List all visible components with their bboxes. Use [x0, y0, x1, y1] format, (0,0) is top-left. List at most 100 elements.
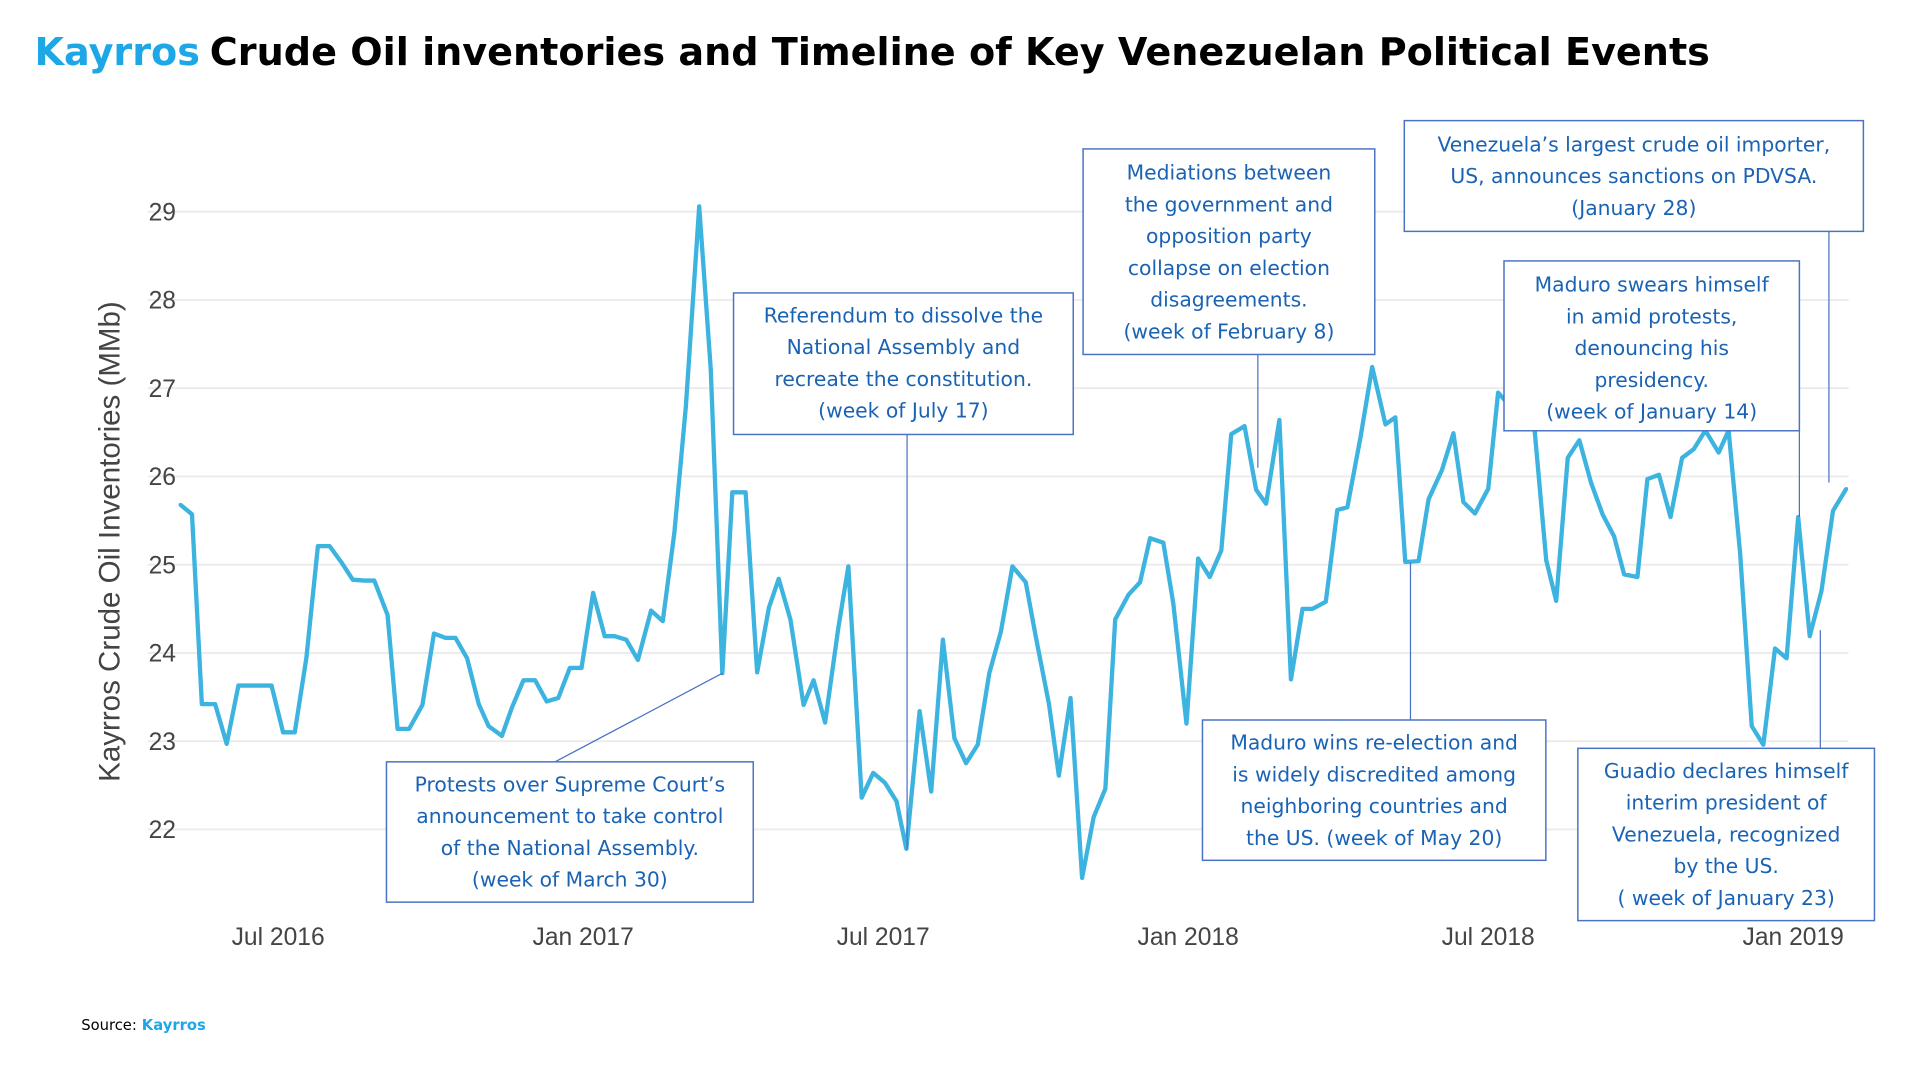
data-point: [1310, 606, 1315, 611]
data-point: [1047, 702, 1051, 706]
data-point: [1807, 634, 1812, 639]
y-tick-label: 23: [149, 729, 176, 756]
data-point: [1277, 418, 1282, 422]
data-point: [941, 637, 945, 642]
y-axis-label: Kayrros Crude Oil Inventories (MMb): [93, 301, 126, 782]
data-point: [327, 544, 332, 548]
data-point: [801, 703, 806, 707]
y-tick-label: 22: [149, 817, 176, 844]
data-point: [269, 683, 274, 688]
data-point: [684, 403, 688, 408]
data-point: [316, 544, 320, 548]
data-point: [964, 761, 968, 766]
data-point: [672, 531, 677, 535]
data-point: [350, 577, 355, 582]
annotation-line: Maduro wins re-election and: [1230, 731, 1518, 755]
data-point: [649, 608, 653, 613]
data-point: [1300, 606, 1305, 611]
data-point: [776, 576, 781, 581]
data-point: [178, 502, 183, 507]
data-point: [823, 720, 828, 725]
title-brand: Kayrros: [34, 30, 200, 74]
data-point: [1486, 486, 1491, 491]
data-point: [486, 724, 491, 729]
data-point: [248, 683, 252, 688]
annotation-text: Referendum to dissolve the National Assem…: [764, 303, 1043, 422]
data-point: [929, 789, 934, 794]
data-point: [1383, 422, 1388, 427]
data-point: [602, 634, 607, 639]
data-point: [743, 490, 748, 495]
annotation-line: the US. (week of May 20): [1246, 826, 1502, 850]
annotation-line: Maduro swears himself: [1535, 273, 1770, 297]
data-point: [1345, 505, 1350, 510]
annotation-line: Guadio declares himself: [1604, 759, 1849, 783]
data-point: [1844, 486, 1849, 491]
annotation-connector: [554, 672, 723, 763]
annotation-line: Protests over Supreme Court’s: [415, 772, 725, 796]
annotation-callout: Referendum to dissolve the National Assem…: [732, 292, 1074, 850]
annotation-callout: Maduro wins re-election and is widely dis…: [1201, 562, 1547, 862]
data-point: [766, 606, 771, 610]
annotation-line: collapse on election: [1128, 256, 1330, 280]
data-point: [836, 625, 841, 630]
x-tick-label: Jul 2017: [837, 924, 930, 951]
data-point: [556, 696, 561, 700]
data-point: [465, 656, 469, 661]
data-point: [281, 730, 285, 735]
y-tick-label: 25: [149, 552, 176, 579]
data-point: [1761, 742, 1766, 747]
data-point: [1439, 468, 1444, 473]
data-point: [1738, 552, 1743, 556]
data-point: [917, 709, 922, 714]
data-point: [1496, 390, 1500, 395]
annotation-line: is widely discredited among: [1232, 762, 1516, 786]
data-point: [476, 702, 481, 706]
data-point: [591, 591, 595, 595]
annotation-callout: Maduro swears himself in amid protests, de…: [1503, 260, 1801, 517]
data-point: [292, 730, 297, 735]
data-point: [432, 631, 436, 636]
annotation-box: [1503, 260, 1801, 432]
annotation-line: National Assembly and: [787, 335, 1021, 359]
data-point: [500, 734, 504, 738]
data-point: [1370, 365, 1375, 369]
data-point: [1138, 580, 1142, 585]
data-point: [894, 799, 899, 804]
annotation-callout: Guadio declares himself interim president…: [1577, 630, 1876, 922]
data-point: [1565, 456, 1570, 460]
data-point: [224, 741, 229, 746]
annotation-line: ( week of January 23): [1617, 886, 1834, 910]
data-point: [952, 736, 957, 741]
data-point: [1426, 497, 1431, 502]
data-point: [395, 726, 400, 731]
annotation-box: [1201, 719, 1547, 862]
data-point: [443, 636, 448, 640]
data-point: [510, 705, 514, 710]
data-point: [999, 629, 1003, 634]
y-axis-ticks: 22 23 24 25 26 27 28 29: [149, 199, 176, 844]
y-tick-label: 28: [149, 288, 176, 315]
annotation-box: [732, 292, 1074, 436]
data-point: [1171, 601, 1176, 606]
annotation-box: [1403, 119, 1865, 233]
data-point: [362, 578, 367, 583]
data-point: [846, 564, 851, 569]
annotation-callout: Protests over Supreme Court’s announcemen…: [385, 672, 754, 903]
data-point: [987, 671, 992, 676]
x-tick-label: Jan 2019: [1743, 924, 1844, 951]
data-point: [1010, 564, 1015, 569]
data-point: [1229, 432, 1234, 436]
data-point: [811, 678, 816, 683]
annotation-callout: Venezuela’s largest crude oil importer, U…: [1403, 119, 1865, 483]
y-tick-label: 29: [149, 199, 176, 226]
data-point: [568, 666, 572, 670]
data-points: [178, 204, 1849, 880]
annotation-box: [1082, 148, 1376, 356]
data-point: [1080, 876, 1084, 880]
data-point: [1254, 487, 1258, 492]
data-point: [660, 619, 665, 624]
annotations: Protests over Supreme Court’s announcemen…: [385, 119, 1876, 922]
x-tick-label: Jan 2018: [1138, 924, 1239, 951]
